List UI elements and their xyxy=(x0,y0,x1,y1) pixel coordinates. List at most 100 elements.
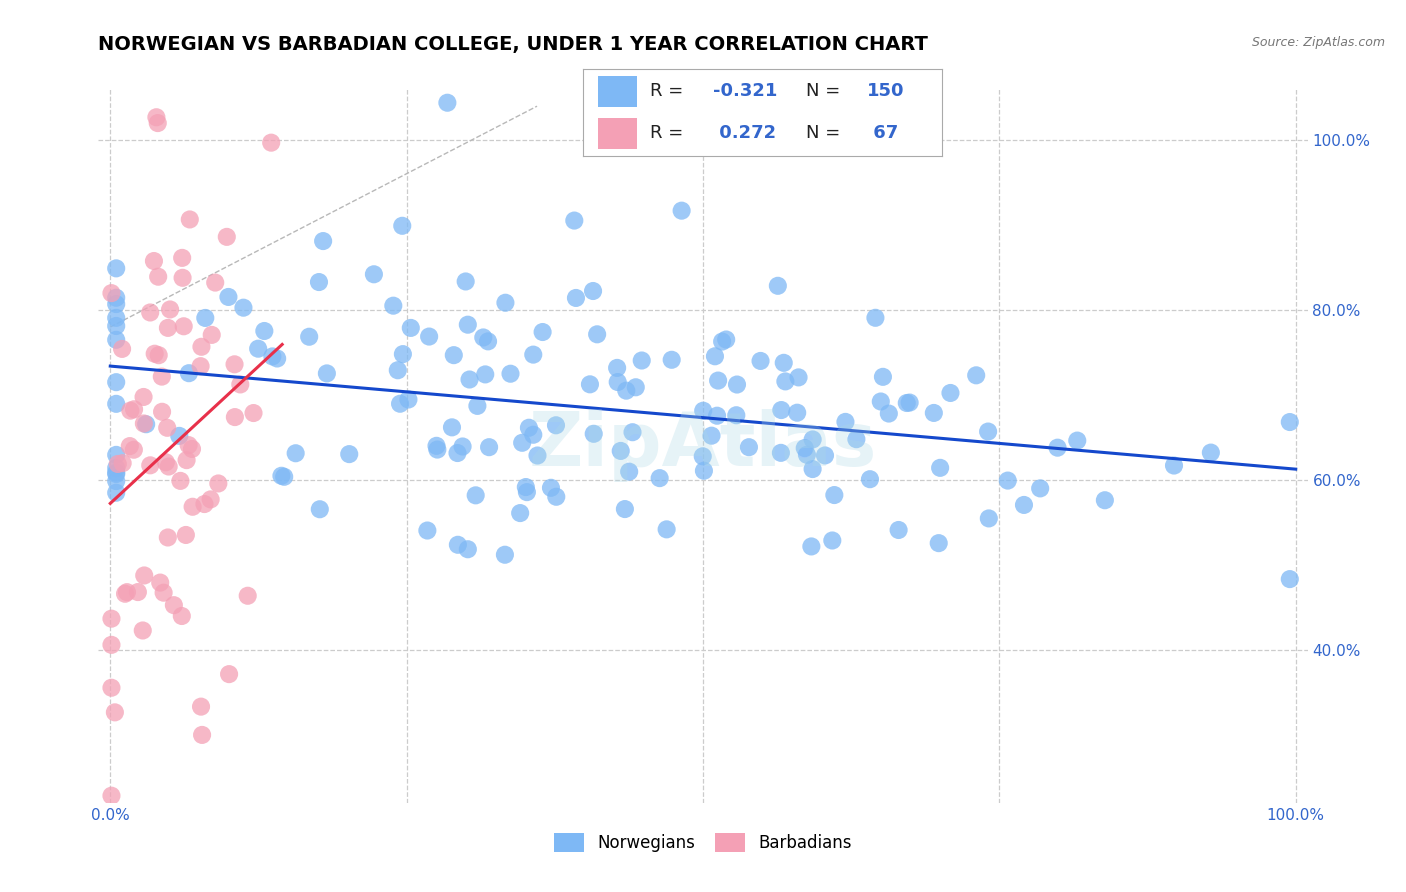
Point xyxy=(218,667,240,681)
Point xyxy=(132,417,155,431)
Point xyxy=(190,359,212,374)
Point xyxy=(800,540,823,554)
Point xyxy=(139,305,162,319)
Point xyxy=(887,523,910,537)
Point xyxy=(707,374,730,388)
Point xyxy=(207,476,229,491)
Point xyxy=(472,330,495,344)
Point xyxy=(107,457,129,471)
Point xyxy=(273,470,295,484)
Point xyxy=(392,347,415,361)
Point xyxy=(766,278,789,293)
Point xyxy=(120,403,142,417)
Point xyxy=(105,310,128,325)
Point xyxy=(477,334,499,349)
Point xyxy=(387,363,409,377)
Point xyxy=(156,421,179,435)
Point xyxy=(105,461,128,475)
Point xyxy=(515,480,537,494)
Point xyxy=(169,474,191,488)
Point xyxy=(770,403,793,417)
Point xyxy=(134,568,156,582)
Point xyxy=(671,203,693,218)
Point xyxy=(163,598,186,612)
Point xyxy=(509,506,531,520)
Point xyxy=(105,467,128,481)
Point xyxy=(928,536,950,550)
Point xyxy=(865,310,887,325)
Text: N =: N = xyxy=(806,82,846,101)
Legend: Norwegians, Barbadians: Norwegians, Barbadians xyxy=(547,826,859,859)
Point xyxy=(801,462,824,476)
Point xyxy=(692,450,714,464)
Point xyxy=(105,297,128,311)
Point xyxy=(1012,498,1035,512)
Point xyxy=(648,471,671,485)
Point xyxy=(105,485,128,500)
Point xyxy=(155,455,177,469)
Text: N =: N = xyxy=(806,124,846,143)
Point xyxy=(522,427,544,442)
Point xyxy=(224,357,246,371)
Point xyxy=(132,624,155,638)
Point xyxy=(586,327,609,342)
Point xyxy=(609,444,631,458)
Point xyxy=(793,441,815,455)
Point xyxy=(454,275,477,289)
Point xyxy=(621,425,644,440)
Point xyxy=(693,464,716,478)
Point xyxy=(896,396,918,410)
Point xyxy=(190,699,212,714)
Bar xyxy=(598,118,637,149)
Point xyxy=(308,502,330,516)
Point xyxy=(443,348,465,362)
Text: -0.321: -0.321 xyxy=(713,82,778,101)
Point xyxy=(772,356,794,370)
Point xyxy=(143,347,166,361)
Point xyxy=(814,449,837,463)
Point xyxy=(977,425,1000,439)
Point xyxy=(193,497,215,511)
Point xyxy=(425,439,447,453)
Point xyxy=(100,638,122,652)
Point xyxy=(1094,493,1116,508)
Text: ZipAtlas: ZipAtlas xyxy=(529,409,877,483)
Point xyxy=(1066,434,1088,448)
Point xyxy=(749,354,772,368)
Point xyxy=(260,136,283,150)
Point xyxy=(270,468,292,483)
Point xyxy=(769,446,792,460)
Point xyxy=(446,446,468,460)
Point xyxy=(172,270,194,285)
Point xyxy=(1278,572,1301,586)
Point xyxy=(105,261,128,276)
Point xyxy=(105,397,128,411)
Point xyxy=(436,95,458,110)
Point xyxy=(977,511,1000,525)
Point xyxy=(122,402,145,417)
Point xyxy=(170,609,193,624)
Point xyxy=(156,531,179,545)
Point xyxy=(315,367,337,381)
Point xyxy=(100,286,122,301)
Point xyxy=(464,488,486,502)
Point xyxy=(142,254,165,268)
Point xyxy=(426,442,449,457)
Point xyxy=(224,410,246,425)
Point xyxy=(617,465,640,479)
Point xyxy=(661,352,683,367)
Point xyxy=(606,360,628,375)
Point xyxy=(200,492,222,507)
Point xyxy=(135,417,157,432)
Point xyxy=(262,350,284,364)
Point xyxy=(546,490,568,504)
Point xyxy=(510,435,533,450)
Point xyxy=(100,681,122,695)
Point xyxy=(174,528,197,542)
Point xyxy=(845,432,868,446)
Point xyxy=(714,333,737,347)
Point xyxy=(173,319,195,334)
Point xyxy=(389,397,412,411)
Point xyxy=(159,302,181,317)
Point xyxy=(105,474,128,488)
